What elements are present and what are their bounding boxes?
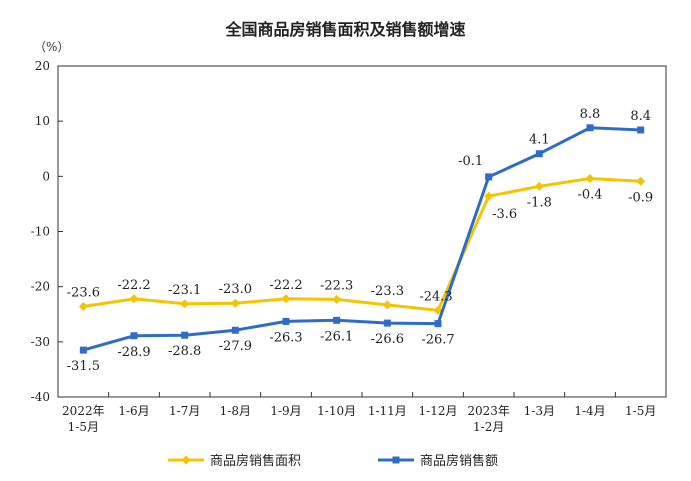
x-tick-label: 1-5月 [625, 404, 656, 418]
data-label: -27.9 [219, 339, 252, 354]
y-axis-unit: （%） [34, 40, 70, 54]
data-label: 4.1 [529, 133, 550, 148]
y-tick-label: 20 [35, 59, 50, 73]
data-label: -22.2 [269, 278, 302, 293]
data-label: -0.4 [577, 188, 602, 203]
data-label: -3.6 [492, 207, 517, 222]
legend: 商品房销售面积 商品房销售额 [168, 453, 498, 469]
x-tick-label: 1-4月 [574, 404, 605, 418]
series-1-point [585, 174, 595, 184]
series-2-point [637, 126, 645, 134]
data-label: -22.3 [320, 278, 353, 293]
data-label: 8.4 [630, 109, 651, 124]
x-tick-label: 2022年 1-5月 [62, 404, 105, 434]
series-2-point [383, 319, 391, 327]
legend-marker-2 [392, 456, 400, 464]
series-2-point [333, 316, 341, 324]
y-tick-label: 10 [35, 114, 50, 128]
data-labels: -23.6 -22.2 -23.1 -23.0 -22.2 -22.3 -23.3 -24.3… [67, 107, 654, 374]
data-label: -31.5 [67, 359, 100, 374]
y-tick-label: -10 [31, 225, 50, 239]
y-tick-label: -30 [31, 335, 50, 349]
y-axis: 20 10 0 -10 -20 -30 -40 [31, 59, 63, 404]
series-2-point [79, 346, 87, 354]
legend-marker-1 [181, 455, 191, 465]
data-label: -23.0 [219, 282, 252, 297]
series-1-point [332, 294, 342, 304]
x-tick-label: 1-9月 [270, 404, 301, 418]
x-tick-label: 1-10月 [317, 404, 356, 418]
legend-label-2: 商品房销售额 [420, 453, 498, 469]
series-2-point [282, 317, 290, 325]
series-layer [78, 124, 646, 354]
data-label: -1.8 [527, 195, 552, 210]
x-tick-label: 1-11月 [368, 404, 407, 418]
series-line-1 [83, 177, 641, 312]
data-label: -0.9 [628, 190, 653, 205]
data-label: -26.1 [320, 329, 353, 344]
y-tick-label: 0 [42, 169, 50, 183]
y-tick-label: -20 [31, 280, 50, 294]
data-label: -23.1 [168, 283, 201, 298]
x-tick-label: 2023年 1-2月 [467, 404, 510, 434]
data-label: -22.2 [117, 278, 150, 293]
series-1-point [382, 300, 392, 310]
data-label: -0.1 [458, 154, 483, 169]
x-tick-label: 1-8月 [220, 404, 251, 418]
series-2-point [485, 173, 493, 181]
series-1-point [636, 176, 646, 186]
series-1-point [281, 294, 291, 304]
series-2-point [130, 332, 138, 340]
data-label: -26.3 [269, 330, 302, 345]
data-label: -26.7 [421, 333, 454, 348]
legend-label-1: 商品房销售面积 [210, 453, 301, 469]
data-label: -28.8 [168, 344, 201, 359]
x-tick-label: 1-3月 [524, 404, 555, 418]
data-label: 8.8 [580, 107, 601, 122]
series-2-point [586, 124, 594, 132]
data-label: -26.6 [371, 332, 404, 347]
series-1-point [534, 181, 544, 191]
data-label: -28.9 [117, 345, 150, 360]
x-tick-label: 1-12月 [419, 404, 458, 418]
series-2-point [434, 320, 442, 328]
series-line-2 [82, 126, 641, 352]
x-tick-label: 1-6月 [118, 404, 149, 418]
y-tick-label: -40 [31, 390, 50, 404]
series-1-point [484, 191, 494, 201]
series-2-point [535, 150, 543, 158]
x-tick-label: 1-7月 [169, 404, 200, 418]
data-label: -23.3 [371, 284, 404, 299]
series-1-point [180, 299, 190, 309]
series-2-point [231, 326, 239, 334]
x-axis: 2022年 1-5月 1-6月 1-7月 1-8月 1-9月 1-10月 1-11月 1-12月… [62, 392, 656, 434]
data-label: -24.3 [419, 289, 452, 304]
series-1-point [230, 298, 240, 308]
series-1-point [129, 294, 139, 304]
series-1-point [78, 302, 88, 312]
data-label: -23.6 [67, 286, 100, 301]
chart-title: 全国商品房销售面积及销售额增速 [225, 20, 466, 39]
series-2-point [181, 331, 189, 339]
